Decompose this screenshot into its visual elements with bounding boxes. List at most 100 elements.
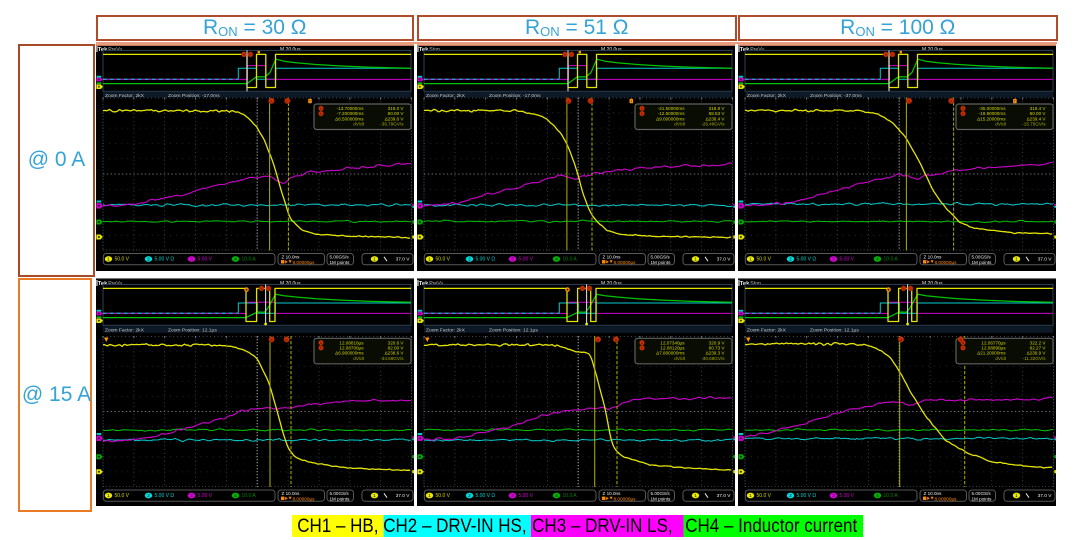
svg-text:5.00 V: 5.00 V bbox=[198, 493, 213, 499]
svg-text:b: b bbox=[249, 53, 251, 57]
svg-text:a: a bbox=[641, 341, 643, 345]
svg-text:T: T bbox=[1014, 99, 1017, 103]
svg-text:a: a bbox=[903, 287, 905, 291]
svg-text:8.00000µs: 8.00000µs bbox=[614, 260, 637, 265]
svg-text:-13.70000ms: -13.70000ms bbox=[337, 106, 365, 111]
svg-text:1: 1 bbox=[107, 493, 110, 498]
svg-text:1M points: 1M points bbox=[651, 260, 672, 265]
svg-text:50.0 V: 50.0 V bbox=[757, 257, 772, 263]
svg-text:Zoom Position: 12.1µs: Zoom Position: 12.1µs bbox=[168, 327, 217, 333]
svg-text:320.6 V: 320.6 V bbox=[388, 340, 405, 345]
svg-text:3: 3 bbox=[190, 493, 193, 498]
svg-text:5.00 V: 5.00 V bbox=[198, 257, 213, 263]
svg-text:Δ15.20000ms: Δ15.20000ms bbox=[977, 116, 1006, 121]
svg-text:a: a bbox=[908, 99, 911, 103]
svg-text:1: 1 bbox=[373, 493, 376, 498]
svg-text:8.00000µs: 8.00000µs bbox=[935, 260, 958, 265]
svg-text:-19.80000ms: -19.80000ms bbox=[979, 111, 1007, 116]
svg-text:dV/dt: dV/dt bbox=[674, 356, 685, 361]
svg-text:Δ239.0 V: Δ239.0 V bbox=[385, 116, 405, 121]
svg-text:Δ9.000000ms: Δ9.000000ms bbox=[656, 116, 685, 121]
svg-text:1: 1 bbox=[749, 493, 752, 498]
svg-text:Δ21.20000ms: Δ21.20000ms bbox=[977, 351, 1006, 356]
svg-text:1: 1 bbox=[1015, 493, 1018, 498]
svg-text:Zoom Factor: 2kX: Zoom Factor: 2kX bbox=[426, 93, 466, 99]
svg-text:320.9 V: 320.9 V bbox=[709, 340, 726, 345]
svg-text:b: b bbox=[641, 346, 643, 350]
svg-text:10.0 A: 10.0 A bbox=[884, 257, 899, 263]
svg-text:1: 1 bbox=[428, 257, 431, 262]
svg-text:b: b bbox=[962, 112, 964, 116]
svg-text:dV/dt: dV/dt bbox=[353, 122, 364, 127]
svg-text:a: a bbox=[597, 338, 600, 342]
svg-text:1M points: 1M points bbox=[330, 260, 351, 265]
svg-text:3: 3 bbox=[832, 493, 835, 498]
svg-text:10.0 A: 10.0 A bbox=[242, 257, 257, 263]
svg-text:a: a bbox=[582, 287, 584, 291]
svg-text:10.0 A: 10.0 A bbox=[563, 257, 578, 263]
svg-text:5.00 V Ω: 5.00 V Ω bbox=[155, 493, 175, 499]
svg-text:Δ239.3 V: Δ239.3 V bbox=[706, 351, 726, 356]
svg-text:Z 10.0ns: Z 10.0ns bbox=[924, 491, 943, 496]
svg-text:5.00 V Ω: 5.00 V Ω bbox=[797, 493, 817, 499]
svg-text:50.0 V: 50.0 V bbox=[436, 257, 451, 263]
svg-text:Δ7.800000ms: Δ7.800000ms bbox=[656, 351, 685, 356]
svg-text:12.08700µs: 12.08700µs bbox=[339, 346, 364, 351]
svg-text:Z 10.0ns: Z 10.0ns bbox=[282, 254, 301, 259]
svg-text:b: b bbox=[320, 346, 322, 350]
svg-text:5.00GS/s: 5.00GS/s bbox=[651, 491, 671, 496]
svg-text:2: 2 bbox=[468, 493, 471, 498]
svg-text:3: 3 bbox=[190, 257, 193, 262]
svg-text:Zoom Factor: 2kX: Zoom Factor: 2kX bbox=[426, 327, 466, 333]
svg-text:1: 1 bbox=[373, 257, 376, 262]
svg-text:a: a bbox=[243, 53, 245, 57]
svg-text:Δ6.500000ms: Δ6.500000ms bbox=[335, 116, 364, 121]
svg-text:b: b bbox=[320, 112, 322, 116]
svg-text:b: b bbox=[589, 287, 591, 291]
svg-text:5.00GS/s: 5.00GS/s bbox=[330, 254, 350, 259]
svg-text:2: 2 bbox=[789, 257, 792, 262]
svg-text:3: 3 bbox=[832, 257, 835, 262]
svg-text:b: b bbox=[960, 338, 962, 342]
svg-text:dV/dt: dV/dt bbox=[674, 122, 685, 127]
svg-text:322.2 V: 322.2 V bbox=[1030, 340, 1047, 345]
svg-text:Z 10.0ns: Z 10.0ns bbox=[603, 254, 622, 259]
svg-text:5.00 V: 5.00 V bbox=[840, 257, 855, 263]
svg-text:-11.32GV/s: -11.32GV/s bbox=[1023, 356, 1047, 361]
svg-text:10.0 A: 10.0 A bbox=[242, 493, 257, 499]
svg-text:M 20.0µs: M 20.0µs bbox=[280, 281, 301, 287]
svg-text:Z 10.0ns: Z 10.0ns bbox=[282, 491, 301, 496]
svg-text:4: 4 bbox=[234, 493, 237, 498]
svg-text:4: 4 bbox=[876, 493, 879, 498]
svg-text:5.00 V: 5.00 V bbox=[840, 493, 855, 499]
svg-text:-35.00000ms: -35.00000ms bbox=[979, 106, 1007, 111]
svg-text:5.00GS/s: 5.00GS/s bbox=[972, 491, 992, 496]
svg-text:4: 4 bbox=[555, 493, 558, 498]
svg-text:Zoom Factor: 2kX: Zoom Factor: 2kX bbox=[747, 327, 787, 333]
svg-text:a: a bbox=[320, 107, 322, 111]
svg-text:2: 2 bbox=[147, 257, 150, 262]
svg-text:b: b bbox=[891, 53, 893, 57]
svg-text:1: 1 bbox=[107, 257, 110, 262]
svg-text:a: a bbox=[885, 53, 887, 57]
svg-text:-36.79GV/s: -36.79GV/s bbox=[380, 122, 404, 127]
svg-text:a: a bbox=[567, 99, 570, 103]
svg-text:5.00 V: 5.00 V bbox=[519, 493, 534, 499]
svg-text:37.0 V: 37.0 V bbox=[396, 257, 411, 263]
svg-text:5.00 V: 5.00 V bbox=[519, 257, 534, 263]
svg-text:-7.200000ms: -7.200000ms bbox=[337, 111, 365, 116]
svg-text:10.0 A: 10.0 A bbox=[563, 493, 578, 499]
svg-text:Δ6.900000ms: Δ6.900000ms bbox=[335, 351, 364, 356]
svg-text:b: b bbox=[286, 99, 288, 103]
svg-text:Z 10.0ns: Z 10.0ns bbox=[603, 491, 622, 496]
svg-text:-34.58GV/s: -34.58GV/s bbox=[380, 356, 404, 361]
svg-text:1: 1 bbox=[694, 257, 697, 262]
svg-text:1: 1 bbox=[1015, 257, 1018, 262]
svg-text:a: a bbox=[641, 107, 643, 111]
svg-text:-15.75GV/s: -15.75GV/s bbox=[1022, 122, 1046, 127]
svg-text:Δ239.9 V: Δ239.9 V bbox=[1027, 351, 1047, 356]
svg-text:50.0 V: 50.0 V bbox=[757, 493, 772, 499]
svg-text:3: 3 bbox=[511, 257, 514, 262]
svg-text:dV/dt: dV/dt bbox=[353, 356, 364, 361]
svg-text:-26.49GV/s: -26.49GV/s bbox=[701, 122, 725, 127]
